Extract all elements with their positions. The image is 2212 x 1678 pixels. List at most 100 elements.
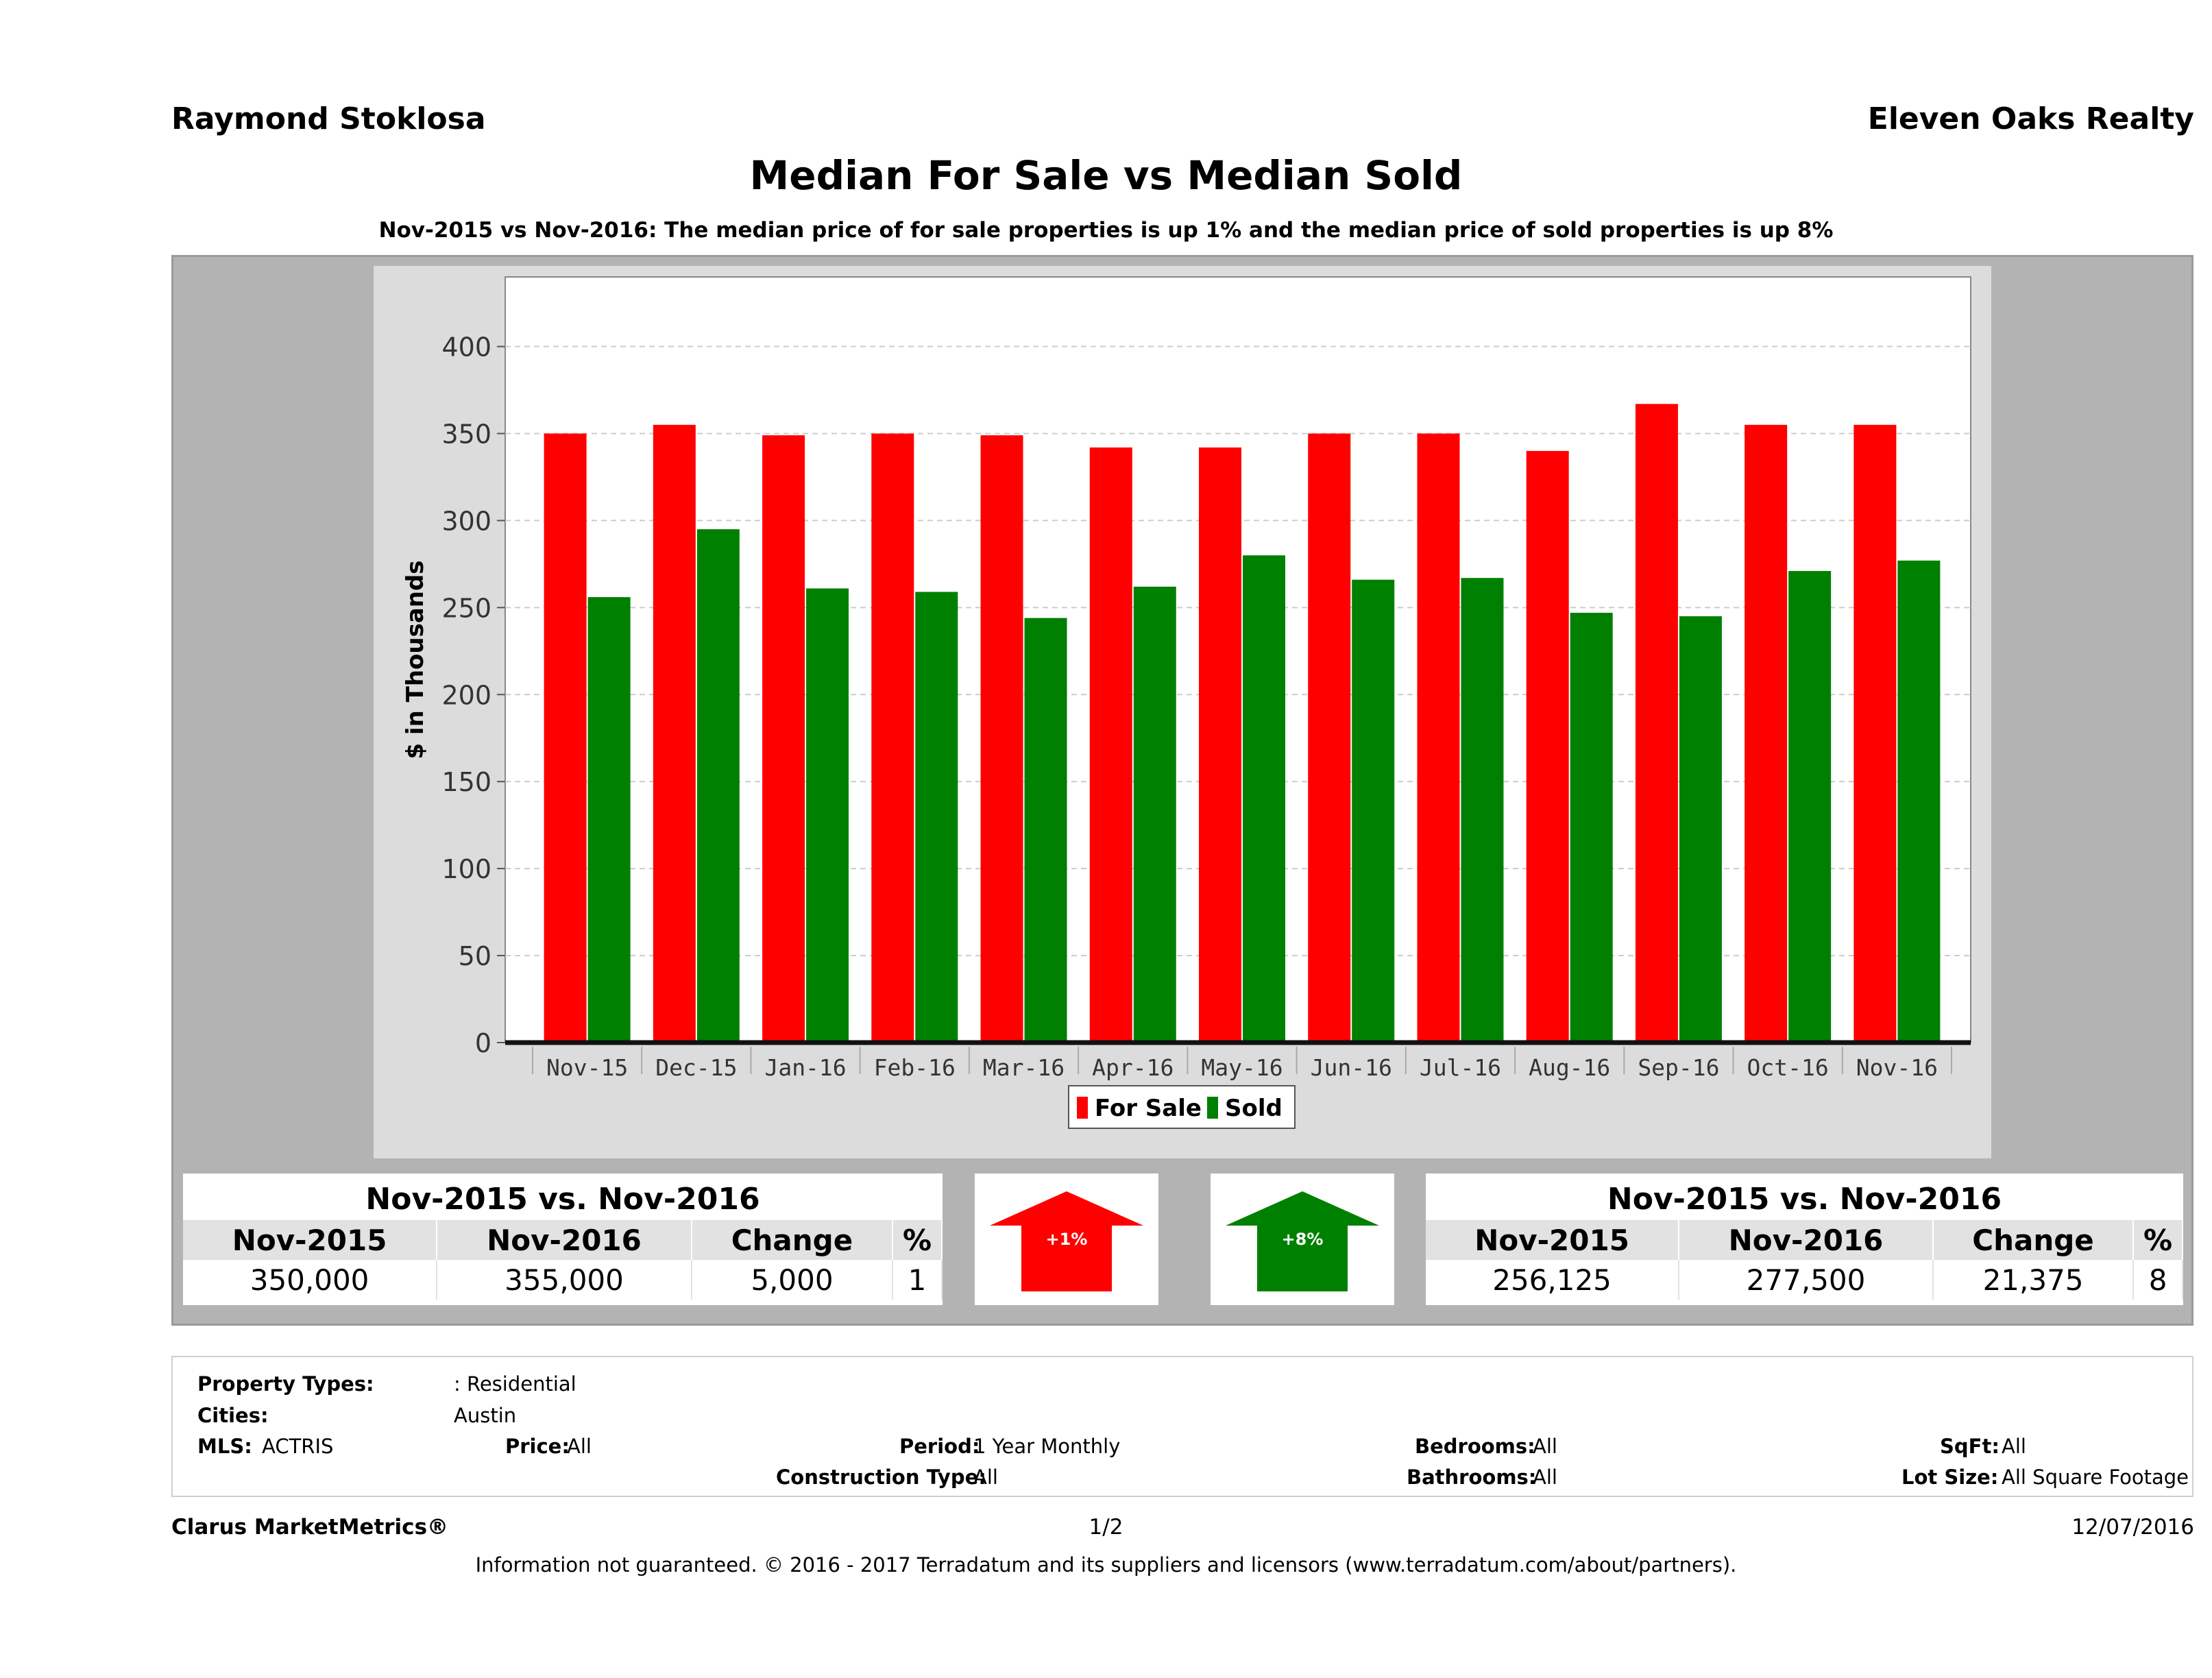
- bar-for-sale: [1089, 447, 1132, 1043]
- x-tick-label: Feb-16: [874, 1054, 956, 1081]
- lot-size-label: Lot Size:: [1901, 1466, 1999, 1489]
- period-label: Period:: [899, 1435, 980, 1458]
- price-value: All: [567, 1435, 592, 1458]
- for-sale-header-pct: %: [892, 1220, 943, 1260]
- sold-header-change: Change: [1932, 1220, 2135, 1260]
- property-types-value: : Residential: [454, 1372, 576, 1396]
- x-tick-label: Dec-15: [655, 1054, 737, 1081]
- legend-label-for-sale: For Sale: [1095, 1095, 1202, 1122]
- x-tick-label: Oct-16: [1747, 1054, 1829, 1081]
- bar-for-sale: [1526, 450, 1569, 1043]
- sold-value-change: 21,375: [1932, 1260, 2135, 1300]
- report-title: Median For Sale vs Median Sold: [749, 152, 1463, 199]
- sold-value-end: 277,500: [1679, 1260, 1934, 1300]
- price-label: Price:: [505, 1435, 570, 1458]
- sold-change-indicator: +8%: [1211, 1174, 1394, 1305]
- bar-for-sale: [1745, 424, 1788, 1043]
- bathrooms-value: All: [1533, 1466, 1557, 1489]
- sold-summary-table: Nov-2015 Nov-2016 Change % 256,125 277,5…: [1426, 1220, 2183, 1300]
- x-tick-label: Jun-16: [1311, 1054, 1392, 1081]
- bedrooms-label: Bedrooms:: [1415, 1435, 1535, 1458]
- sold-summary: Nov-2015 vs. Nov-2016 Nov-2015 Nov-2016 …: [1426, 1174, 2183, 1305]
- bar-for-sale: [1308, 433, 1351, 1043]
- for-sale-value-end: 355,000: [437, 1260, 692, 1300]
- property-types-label: Property Types:: [197, 1372, 374, 1396]
- for-sale-summary-title: Nov-2015 vs. Nov-2016: [365, 1182, 760, 1217]
- for-sale-summary-table: Nov-2015 Nov-2016 Change % 350,000 355,0…: [183, 1220, 943, 1300]
- y-tick-label: 400: [441, 332, 491, 363]
- for-sale-value-pct: 1: [892, 1260, 943, 1300]
- bar-sold: [1133, 586, 1176, 1043]
- bar-sold: [587, 597, 631, 1043]
- report-date: 12/07/2016: [2071, 1515, 2194, 1540]
- for-sale-header-change: Change: [691, 1220, 893, 1260]
- lot-size-value: All Square Footage: [2002, 1466, 2189, 1489]
- cities-label: Cities:: [197, 1404, 269, 1427]
- disclaimer: Information not guaranteed. © 2016 - 201…: [475, 1553, 1737, 1577]
- legend-box: [1068, 1085, 1296, 1129]
- agent-name: Raymond Stoklosa: [171, 101, 486, 136]
- y-tick-label: 350: [441, 419, 491, 449]
- bar-for-sale: [544, 433, 587, 1043]
- page-number: 1/2: [1089, 1515, 1123, 1540]
- x-tick-label: Jan-16: [764, 1054, 846, 1081]
- bar-for-sale: [871, 433, 914, 1043]
- construction-type-label: Construction Type:: [776, 1466, 986, 1489]
- y-tick-label: 50: [459, 941, 491, 971]
- for-sale-change-label: +1%: [1046, 1230, 1088, 1249]
- bar-sold: [696, 529, 740, 1043]
- for-sale-value-change: 5,000: [691, 1260, 893, 1300]
- up-arrow-icon: +1%: [990, 1191, 1143, 1291]
- office-name: Eleven Oaks Realty: [1867, 101, 2194, 136]
- y-tick-label: 0: [475, 1028, 491, 1058]
- bar-chart: 0 50 100 150 200 250 300 350 400 $ in Thousands No…: [402, 276, 1971, 1129]
- cities-value: Austin: [454, 1404, 517, 1427]
- mls-label: MLS:: [197, 1435, 252, 1458]
- x-tick-label: Aug-16: [1529, 1054, 1610, 1081]
- bar-for-sale: [653, 424, 696, 1043]
- y-tick-label: 300: [441, 506, 491, 536]
- bar-sold: [1570, 612, 1613, 1043]
- bar-sold: [1243, 555, 1285, 1043]
- bar-for-sale: [762, 435, 805, 1043]
- bar-sold: [1897, 560, 1941, 1043]
- y-tick-label: 250: [441, 593, 491, 623]
- y-axis-label: $ in Thousands: [402, 560, 429, 759]
- legend-label-sold: Sold: [1225, 1095, 1283, 1122]
- bar-sold: [1352, 579, 1395, 1043]
- bathrooms-label: Bathrooms:: [1407, 1466, 1537, 1489]
- sold-value-pct: 8: [2133, 1260, 2183, 1300]
- bar-sold: [1679, 616, 1722, 1043]
- sold-header-pct: %: [2133, 1220, 2183, 1260]
- legend-swatch-for-sale: [1077, 1097, 1088, 1119]
- bar-for-sale: [980, 435, 1023, 1043]
- sold-header-start: Nov-2015: [1426, 1220, 1680, 1260]
- bar-for-sale: [1199, 447, 1241, 1043]
- mls-value: ACTRIS: [262, 1435, 334, 1458]
- bar-for-sale: [1854, 424, 1897, 1043]
- filter-criteria: Property Types: : Residential Cities: Au…: [171, 1356, 2193, 1497]
- construction-type-value: All: [973, 1466, 998, 1489]
- y-tick-label: 100: [441, 854, 491, 884]
- chart-container: 0 50 100 150 200 250 300 350 400 $ in Thousands No…: [374, 266, 1991, 1158]
- bar-sold: [1788, 571, 1832, 1043]
- sold-change-label: +8%: [1282, 1230, 1324, 1249]
- for-sale-summary: Nov-2015 vs. Nov-2016 Nov-2015 Nov-2016 …: [183, 1174, 943, 1305]
- bar-for-sale: [1635, 404, 1678, 1043]
- x-tick-label: May-16: [1201, 1054, 1283, 1081]
- sold-value-start: 256,125: [1426, 1260, 1680, 1300]
- x-tick-label: Nov-15: [546, 1054, 628, 1081]
- footer-brand: Clarus MarketMetrics®: [171, 1515, 449, 1540]
- for-sale-header-start: Nov-2015: [183, 1220, 438, 1260]
- bar-for-sale: [1417, 433, 1460, 1043]
- x-tick-label: Apr-16: [1092, 1054, 1174, 1081]
- x-tick-label: Nov-16: [1856, 1054, 1938, 1081]
- for-sale-header-end: Nov-2016: [437, 1220, 692, 1260]
- for-sale-change-indicator: +1%: [975, 1174, 1158, 1305]
- for-sale-value-start: 350,000: [183, 1260, 438, 1300]
- sqft-value: All: [2002, 1435, 2026, 1458]
- x-tick-label: Mar-16: [983, 1054, 1065, 1081]
- period-value: 1 Year Monthly: [973, 1435, 1121, 1458]
- bar-sold: [1024, 618, 1067, 1043]
- bar-sold: [915, 592, 958, 1043]
